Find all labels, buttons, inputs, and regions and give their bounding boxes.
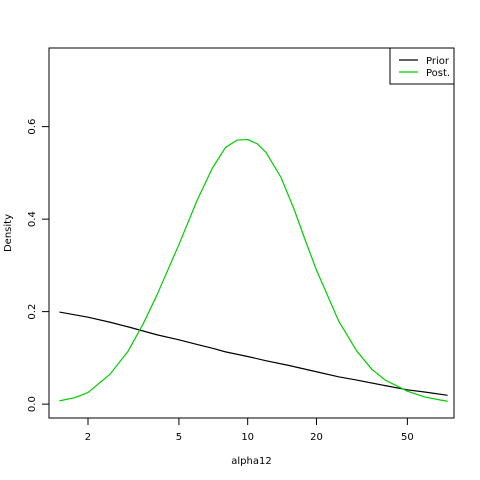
legend-label-prior: Prior xyxy=(426,56,450,67)
series-layer xyxy=(59,138,448,402)
y-axis-title: Density xyxy=(3,214,14,252)
x-tick-label: 20 xyxy=(310,432,323,443)
x-tick-label: 5 xyxy=(176,432,182,443)
series-line-posterior xyxy=(59,138,448,402)
x-axis-title: alpha12 xyxy=(231,456,271,467)
y-tick-label: 0.4 xyxy=(27,211,38,227)
x-axis: 2 5 10 20 50 xyxy=(85,417,414,443)
y-tick-label: 0.6 xyxy=(27,119,38,135)
y-axis: 0.0 0.2 0.4 0.6 xyxy=(27,119,50,412)
y-tick-label: 0.2 xyxy=(27,304,38,320)
legend-label-post: Post. xyxy=(426,68,450,79)
y-tick-label: 0.0 xyxy=(27,396,38,412)
legend: Prior Post. xyxy=(389,47,455,85)
series-line-prior xyxy=(59,311,448,396)
x-tick-label: 50 xyxy=(401,432,414,443)
legend-box xyxy=(389,47,455,85)
x-tick-label: 10 xyxy=(241,432,254,443)
x-tick-label: 2 xyxy=(85,432,91,443)
